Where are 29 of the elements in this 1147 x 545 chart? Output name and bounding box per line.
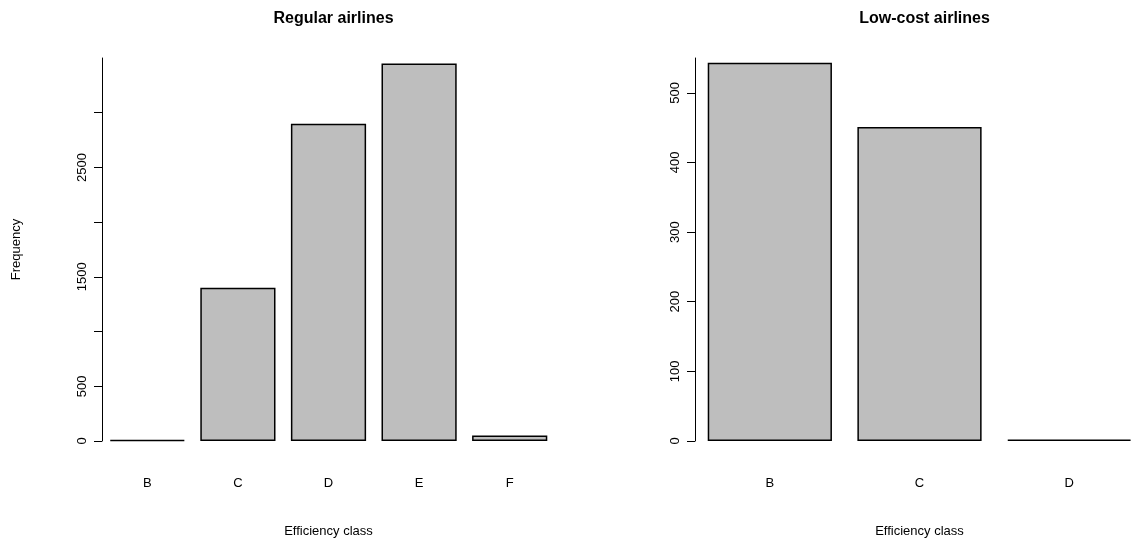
x-tick-label: B (142, 475, 152, 490)
y-tick-label: 1500 (74, 262, 89, 292)
x-tick-label: E (414, 475, 424, 490)
bar (381, 63, 457, 441)
y-tick-label: 200 (667, 290, 682, 313)
y-tick-label: 400 (667, 151, 682, 174)
x-tick-label: D (323, 475, 334, 490)
y-tick-label: 100 (667, 360, 682, 383)
x-axis-title: Efficiency class (875, 523, 965, 538)
y-axis-title: Frequency (8, 218, 23, 281)
bar (200, 287, 276, 441)
bar (290, 123, 367, 441)
y-tick-label: 2500 (74, 152, 89, 182)
x-tick-label: B (765, 475, 775, 490)
x-axis-title: Efficiency class (284, 523, 374, 538)
y-tick-label: 500 (667, 81, 682, 104)
y-tick-label: 300 (667, 221, 682, 243)
bar (857, 126, 982, 441)
y-tick-label: 0 (74, 437, 89, 445)
x-tick-label: F (505, 475, 514, 490)
bar (707, 62, 832, 441)
bar (472, 435, 548, 441)
y-tick-label: 500 (74, 375, 89, 398)
x-tick-label: C (914, 475, 925, 490)
y-tick-label: 0 (667, 437, 682, 445)
x-tick-label: C (233, 475, 243, 490)
x-tick-label: D (1064, 475, 1074, 490)
chart-title: Low-cost airlines (859, 8, 990, 26)
chart-title: Regular airlines (273, 8, 394, 26)
